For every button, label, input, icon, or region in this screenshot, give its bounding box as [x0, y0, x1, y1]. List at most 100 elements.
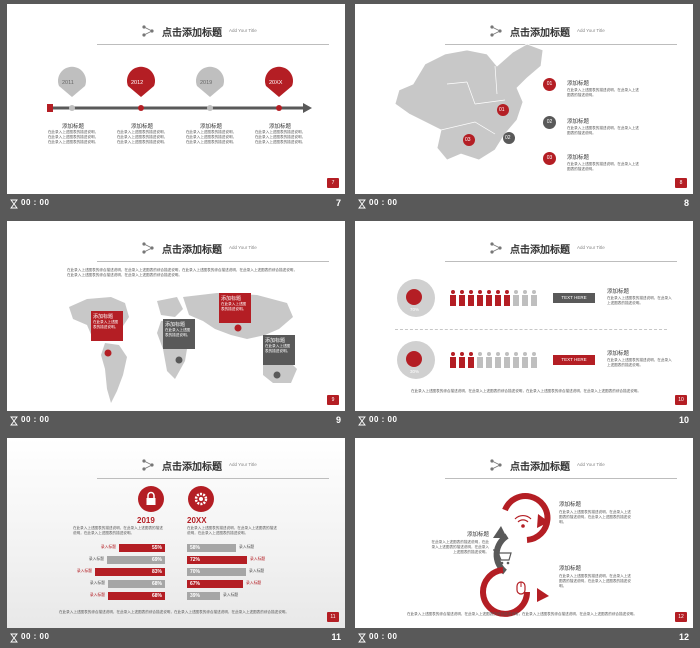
header-title: 点击添加标题: [510, 462, 570, 473]
timeline-item-title: 添加标题: [199, 124, 222, 130]
person-icon: [459, 352, 465, 368]
list-item: 添加标题 在此录入上述图表的描述说明，在此录入上述图表的描述说明，在此录入上述图…: [559, 500, 679, 525]
right-text: 在此录入上述图表的描述说明，在此录入上述图表的描述说明，在此录入上述图表的描述说…: [187, 526, 277, 535]
map-callout: 添加标题 在此录入上述图表的描述说明。: [163, 319, 195, 349]
progress-bar: [187, 568, 246, 576]
progress-row: 录入标题 83%: [7, 568, 345, 576]
share-icon: [142, 25, 154, 37]
header-subtitle: Add Your Title: [577, 462, 605, 467]
slide-canvas: 点击添加标题 Add Your Title 在此录入上述图表的综合描述说明，在此…: [7, 221, 345, 411]
slide-number-badge: 12: [675, 612, 687, 622]
header-divider: [445, 478, 677, 479]
clock-icon: [358, 633, 366, 643]
footer-text: 在此录入上述图表的综合描述说明，在此录入上述图表的综合描述说明，在此录入上述图表…: [411, 389, 641, 393]
progress-label: 录入标题: [100, 545, 116, 549]
progress-label: 录入标题: [249, 569, 265, 573]
slide-footer: 00 : 00 7: [7, 194, 345, 214]
person-icon: [468, 290, 474, 306]
header-divider: [445, 261, 677, 262]
person-icon: [504, 352, 510, 368]
timeline-pin-2012: [127, 66, 156, 111]
progress-label: 录入标题: [223, 593, 239, 597]
timeline-item-text: 在此录入上述图表的描述说明，在此录入上述图表的描述说明，在此录入上述图表的描述说…: [116, 130, 168, 144]
person-icon: [468, 352, 474, 368]
callout-title: 添加标题: [265, 338, 286, 344]
timeline-year: 20XX: [269, 80, 283, 86]
timeline-item-text: 在此录入上述图表的描述说明，在此录入上述图表的描述说明，在此录入上述图表的描述说…: [185, 130, 237, 144]
timeline-pin-20xx: [265, 66, 293, 111]
progress-label: 录入标题: [250, 557, 266, 561]
gear-icon: [188, 486, 214, 512]
slide-canvas: 点击添加标题 Add Your Title 01 02 03 01 添加标题 在…: [355, 4, 693, 194]
map-callout: 添加标题 在此录入上述图表的描述说明。: [219, 293, 251, 323]
header-divider: [445, 44, 677, 45]
person-icon: [486, 290, 492, 306]
header-divider: [97, 44, 329, 45]
slide-number: 8: [683, 198, 689, 208]
share-icon: [490, 459, 502, 471]
progress-row: 录入标题 67%: [7, 580, 345, 588]
list-item-text: 在此录入上述图表的描述说明，在此录入上述图表的描述说明，在此录入上述图表的描述说…: [559, 510, 631, 524]
slide-number-badge: 9: [327, 395, 339, 405]
slide-number-badge: 11: [327, 612, 339, 622]
list-item-number: 02: [543, 116, 556, 129]
world-map: [69, 293, 297, 403]
progress-bar: [187, 556, 247, 564]
slide-timing: 00 : 00: [21, 632, 50, 641]
callout-title: 添加标题: [165, 322, 186, 328]
text-here-button[interactable]: TEXT HERE: [553, 355, 595, 365]
intro-text: 在此录入上述图表的综合描述说明，在此录入上述图表的综合描述说明，在此录入上述图表…: [67, 268, 297, 277]
cart-icon: [493, 549, 512, 565]
progress-value: 69%: [151, 556, 162, 563]
header-subtitle: Add Your Title: [577, 28, 605, 33]
callout-title: 添加标题: [93, 314, 114, 320]
callout-text: 在此录入上述图表的描述说明。: [221, 302, 247, 311]
person-icon: [513, 352, 519, 368]
person-icon: [522, 352, 528, 368]
lock-icon: [406, 289, 422, 305]
header-subtitle: Add Your Title: [229, 462, 257, 467]
timeline-pin-2011: [58, 66, 86, 111]
slide-number: 12: [678, 632, 689, 642]
slide-number: 9: [335, 415, 341, 425]
mouse-icon: [516, 581, 526, 595]
timeline-item-title: 添加标题: [268, 124, 291, 130]
slide-number-badge: 8: [675, 178, 687, 188]
timeline-year: 2011: [62, 80, 74, 86]
progress-value: 58%: [190, 544, 201, 551]
text-here-button[interactable]: TEXT HERE: [553, 293, 595, 303]
timeline-item-title: 添加标题: [130, 124, 153, 130]
timeline-item-text: 在此录入上述图表的描述说明，在此录入上述图表的描述说明，在此录入上述图表的描述说…: [47, 130, 99, 144]
footer-text: 在此录入上述图表的综合描述说明，在此录入上述图表的综合描述说明，在此录入上述图表…: [407, 612, 637, 616]
row-title: 添加标题: [607, 351, 630, 357]
slide-canvas: 点击添加标题 Add Your Title: [355, 438, 693, 628]
list-item-title: 添加标题: [559, 502, 582, 508]
share-icon: [490, 242, 502, 254]
slide-number-badge: 10: [675, 395, 687, 405]
progress-bar: [107, 556, 165, 564]
timeline-item: 添加标题 在此录入上述图表的描述说明，在此录入上述图表的描述说明，在此录入上述图…: [185, 122, 237, 145]
slide-timing: 00 : 00: [21, 415, 50, 424]
person-icon: [459, 290, 465, 306]
progress-bar: [187, 544, 236, 552]
people-icon-row: [450, 290, 537, 306]
map-marker-label: 01: [499, 107, 505, 113]
clock-icon: [10, 416, 18, 426]
slide-footer: 00 : 00 10: [355, 411, 693, 431]
progress-row: 录入标题 68%: [7, 580, 345, 588]
left-text: 在此录入上述图表的描述说明，在此录入上述图表的描述说明，在此录入上述图表的描述说…: [73, 526, 163, 535]
list-item-title: 添加标题: [559, 566, 582, 572]
slide-number: 11: [331, 632, 341, 642]
callout-text: 在此录入上述图表的描述说明。: [165, 328, 191, 337]
list-item-text: 在此录入上述图表的描述说明，在此录入上述图表的描述说明，在此录入上述图表的描述说…: [559, 574, 631, 588]
header-subtitle: Add Your Title: [229, 245, 257, 250]
timeline-item: 添加标题 在此录入上述图表的描述说明，在此录入上述图表的描述说明，在此录入上述图…: [254, 122, 306, 145]
header-title: 点击添加标题: [162, 245, 222, 256]
slide-footer: 00 : 00 11: [7, 628, 345, 648]
row-text: 在此录入上述图表的描述说明，在此录入上述图表的描述说明。: [607, 296, 672, 305]
slide-timing: 00 : 00: [369, 198, 398, 207]
lock-icon: [138, 486, 164, 512]
stat-percent: 30%: [410, 369, 420, 374]
timeline-year: 2019: [200, 80, 213, 86]
slide-timing: 00 : 00: [21, 198, 50, 207]
